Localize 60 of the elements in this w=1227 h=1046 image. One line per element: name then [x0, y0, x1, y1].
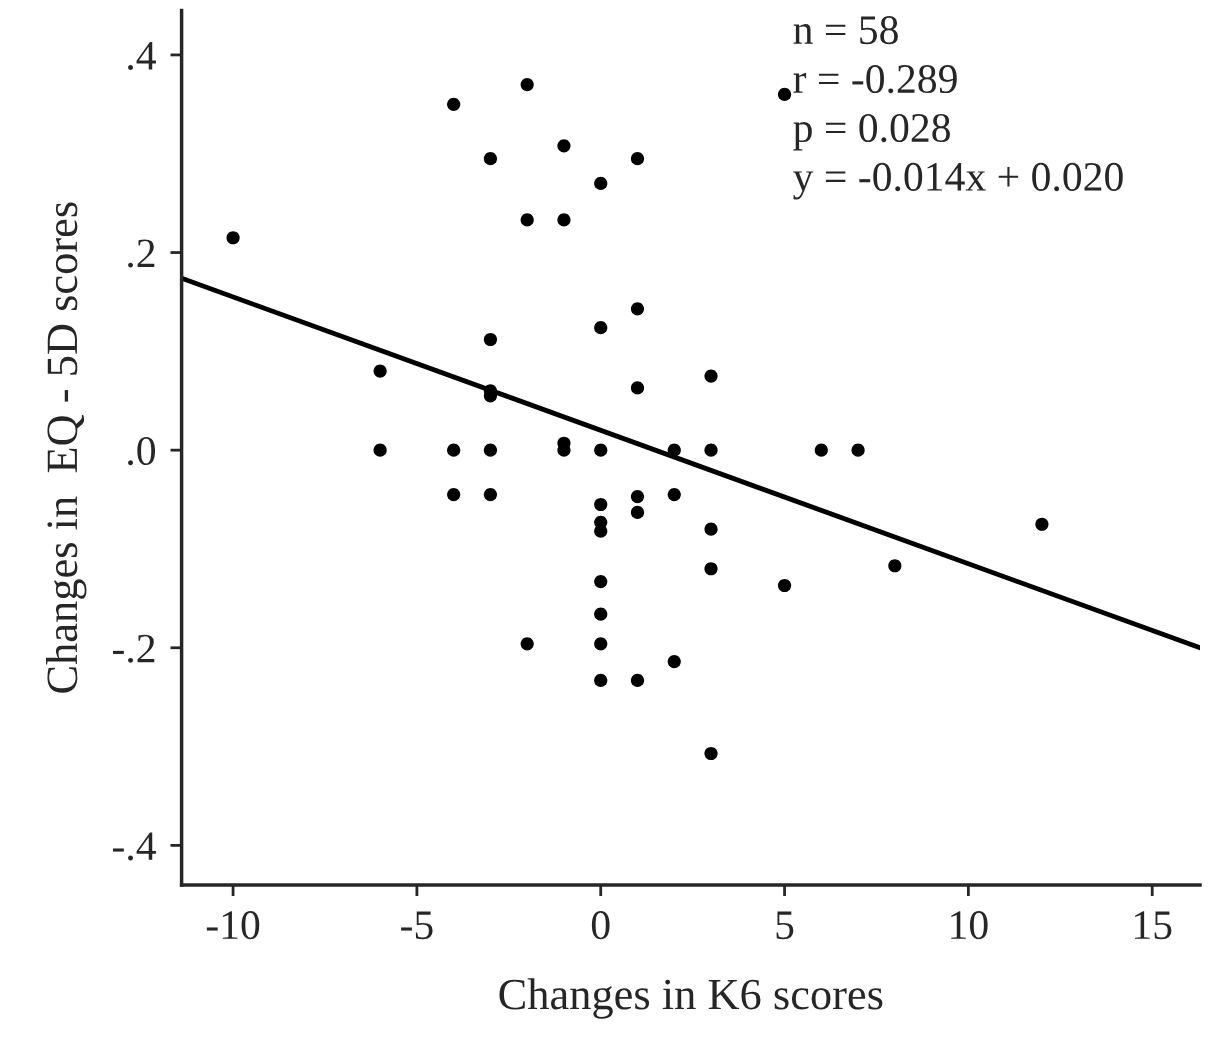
annotation: r = -0.289: [793, 65, 957, 94]
point: [704, 522, 718, 536]
point: [704, 562, 718, 576]
point: [520, 77, 534, 92]
point: [1035, 517, 1049, 531]
point: [594, 497, 608, 512]
point: [483, 152, 498, 166]
point: [520, 213, 534, 227]
point: [630, 152, 645, 166]
point: [594, 321, 608, 335]
point: [483, 443, 498, 457]
x-axis-title: Changes in K6 scores: [499, 978, 883, 1019]
point: [594, 607, 608, 621]
point: [373, 364, 387, 378]
annotation: y = -0.014x + 0.020: [793, 162, 1123, 200]
point: [594, 443, 608, 457]
point: [630, 302, 645, 316]
x-tick-label: -5: [401, 911, 433, 940]
point: [851, 443, 865, 457]
y-tick-label: .2: [128, 239, 155, 268]
point: [630, 490, 645, 504]
point: [630, 505, 645, 519]
y-axis-title: Changes in EQ - 5D scores: [46, 202, 87, 693]
point: [630, 673, 645, 687]
point: [557, 213, 571, 227]
point: [373, 443, 387, 457]
y-tick-label: .0: [128, 436, 156, 466]
point: [814, 443, 828, 457]
x-tick-label: 5: [776, 911, 794, 940]
point: [483, 332, 498, 347]
point: [594, 637, 608, 651]
point: [777, 87, 792, 102]
x-tick-label: 15: [1135, 911, 1172, 940]
point: [520, 637, 534, 651]
point: [447, 97, 461, 111]
y-tick-label: .4: [128, 41, 156, 70]
point: [594, 574, 608, 589]
point: [888, 559, 902, 573]
point: [226, 231, 240, 245]
point: [667, 655, 681, 669]
x-tick-label: 10: [951, 911, 988, 940]
point: [557, 139, 571, 153]
point: [594, 673, 608, 687]
point: [704, 443, 718, 457]
x-tick-label: -10: [206, 911, 260, 940]
point: [447, 488, 461, 502]
x-tick-label: 0: [591, 911, 610, 940]
y-tick-label: -.4: [113, 832, 156, 861]
point: [447, 443, 461, 457]
point: [704, 746, 718, 761]
point: [777, 578, 792, 593]
point: [594, 176, 608, 190]
point: [667, 488, 681, 502]
point: [630, 381, 645, 395]
point: [704, 369, 718, 383]
point: [594, 524, 608, 538]
annotation: n = 58: [793, 16, 898, 45]
point: [483, 488, 498, 502]
y-tick-label: -.2: [113, 634, 155, 663]
annotation: p = 0.028: [793, 113, 950, 151]
